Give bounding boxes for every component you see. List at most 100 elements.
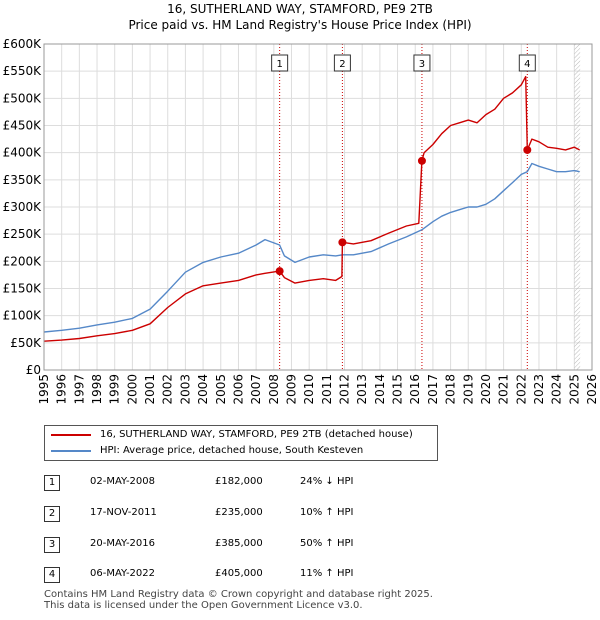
x-tick-label: 2006 xyxy=(231,374,245,405)
x-tick-label: 2022 xyxy=(514,374,528,405)
sale-marker xyxy=(523,145,532,154)
sale-number-box xyxy=(333,54,351,72)
x-tick-label: 2001 xyxy=(143,374,157,405)
x-tick-label: 2021 xyxy=(497,374,511,405)
x-tick-label: 2015 xyxy=(391,374,405,405)
sale-hpi-change: 11% ↑ HPI xyxy=(300,568,354,579)
legend-swatch-price xyxy=(51,434,91,436)
y-tick-label: £500K xyxy=(3,91,43,105)
sale-number-badge: 2 xyxy=(44,506,60,522)
y-tick-label: £200K xyxy=(3,254,43,268)
series-layer xyxy=(43,75,580,342)
sale-number-label: 4 xyxy=(524,59,530,70)
y-tick-label: £0 xyxy=(26,363,41,377)
x-tick-label: 1997 xyxy=(72,374,86,405)
legend-swatch-hpi xyxy=(51,450,91,452)
sale-number-badge: 3 xyxy=(44,537,60,553)
legend: 16, SUTHERLAND WAY, STAMFORD, PE9 2TB (d… xyxy=(44,425,438,461)
sale-hpi-change: 24% ↓ HPI xyxy=(300,476,354,487)
sale-row: 3 20-MAY-2016 £385,000 50% ↑ HPI xyxy=(0,537,600,557)
x-tick-label: 1995 xyxy=(37,374,51,405)
x-tick-label: 2000 xyxy=(125,374,139,405)
sale-number-box xyxy=(271,54,289,72)
x-tick-label: 2018 xyxy=(444,374,458,405)
x-tick-label: 2007 xyxy=(249,374,263,405)
x-tick-label: 2016 xyxy=(408,374,422,405)
x-tick-label: 2003 xyxy=(178,374,192,405)
sale-number-box xyxy=(518,54,536,72)
forecast-region xyxy=(574,44,581,370)
plot-frame xyxy=(43,43,593,371)
y-tick-label: £400K xyxy=(3,146,43,160)
sale-date: 02-MAY-2008 xyxy=(90,476,156,487)
x-tick-label: 2023 xyxy=(532,374,546,405)
x-tick-label: 1999 xyxy=(108,374,122,405)
sale-row: 4 06-MAY-2022 £405,000 11% ↑ HPI xyxy=(0,567,600,587)
forecast-layer xyxy=(574,44,581,370)
legend-label-price: 16, SUTHERLAND WAY, STAMFORD, PE9 2TB (d… xyxy=(100,429,413,440)
sale-hpi-change: 10% ↑ HPI xyxy=(300,507,354,518)
x-tick-label: 2024 xyxy=(550,374,564,405)
y-tick-label: £100K xyxy=(3,309,43,323)
y-tick-label: £600K xyxy=(3,37,43,51)
grid-layer xyxy=(43,43,593,371)
y-tick-label: £550K xyxy=(3,64,43,78)
sale-row: 1 02-MAY-2008 £182,000 24% ↓ HPI xyxy=(0,475,600,495)
y-tick-label: £150K xyxy=(3,282,43,296)
sale-marker xyxy=(417,156,426,165)
sale-number-badge: 1 xyxy=(44,475,60,491)
sale-row: 2 17-NOV-2011 £235,000 10% ↑ HPI xyxy=(0,506,600,526)
sale-price: £385,000 xyxy=(215,538,263,549)
legend-item-price: 16, SUTHERLAND WAY, STAMFORD, PE9 2TB (d… xyxy=(45,427,435,443)
sale-number-label: 3 xyxy=(419,59,425,70)
y-tick-label: £50K xyxy=(10,336,42,350)
x-tick-label: 2020 xyxy=(479,374,493,405)
x-tick-label: 2002 xyxy=(161,374,175,405)
x-tick-label: 2004 xyxy=(196,374,210,405)
x-tick-label: 2009 xyxy=(284,374,298,405)
footer-license: This data is licensed under the Open Gov… xyxy=(44,600,363,611)
sale-hpi-change: 50% ↑ HPI xyxy=(300,538,354,549)
footer-copyright: Contains HM Land Registry data © Crown c… xyxy=(44,589,433,600)
x-tick-label: 1998 xyxy=(90,374,104,405)
x-tick-label: 2011 xyxy=(320,374,334,405)
sale-price: £182,000 xyxy=(215,476,263,487)
sale-date: 17-NOV-2011 xyxy=(90,507,157,518)
y-tick-label: £250K xyxy=(3,227,43,241)
legend-label-hpi: HPI: Average price, detached house, Sout… xyxy=(100,445,364,456)
x-tick-label: 2019 xyxy=(461,374,475,405)
y-tick-label: £350K xyxy=(3,173,43,187)
y-tick-label: £300K xyxy=(3,200,43,214)
x-tick-label: 2014 xyxy=(373,374,387,405)
x-tick-label: 2013 xyxy=(355,374,369,405)
sale-number-label: 1 xyxy=(276,59,282,70)
tick-layer: £0 £50K £100K £150K £200K £250K £300K £350K £400… xyxy=(3,37,599,405)
sale-marker xyxy=(275,267,284,276)
footer-attribution: Contains HM Land Registry data © Crown c… xyxy=(44,589,433,611)
chart-title: 16, SUTHERLAND WAY, STAMFORD, PE9 2TB xyxy=(167,2,433,16)
price-chart: 16, SUTHERLAND WAY, STAMFORD, PE9 2TB Pr… xyxy=(3,2,599,405)
x-tick-label: 2008 xyxy=(267,374,281,405)
x-tick-label: 2010 xyxy=(302,374,316,405)
x-tick-label: 2017 xyxy=(426,374,440,405)
sale-number-badge: 4 xyxy=(44,567,60,583)
y-tick-label: £450K xyxy=(3,119,43,133)
hpi-line xyxy=(43,162,580,333)
sale-price: £235,000 xyxy=(215,507,263,518)
sale-price: £405,000 xyxy=(215,568,263,579)
price-paid-line xyxy=(43,75,580,342)
x-tick-label: 2005 xyxy=(214,374,228,405)
x-tick-label: 2012 xyxy=(338,374,352,405)
sale-vline-layer: 1 2 3 4 xyxy=(271,44,536,370)
sale-number-box xyxy=(413,54,431,72)
x-tick-label: 2025 xyxy=(567,374,581,405)
x-tick-label: 2026 xyxy=(585,374,599,405)
sale-marker-layer xyxy=(275,145,532,276)
sale-number-label: 2 xyxy=(339,59,345,70)
chart-subtitle: Price paid vs. HM Land Registry's House … xyxy=(128,18,471,32)
sale-date: 20-MAY-2016 xyxy=(90,538,156,549)
x-tick-label: 1996 xyxy=(55,374,69,405)
sale-marker xyxy=(338,238,347,247)
sale-date: 06-MAY-2022 xyxy=(90,568,156,579)
legend-item-hpi: HPI: Average price, detached house, Sout… xyxy=(45,443,435,459)
